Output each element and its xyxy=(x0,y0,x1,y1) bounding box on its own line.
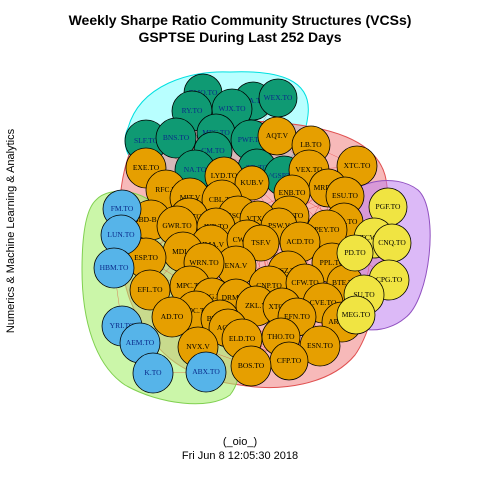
node-label: ZKL.V xyxy=(245,301,267,310)
node-label: ESU.TO xyxy=(332,191,358,200)
node-label: ENA.V xyxy=(225,261,248,270)
node-label: ELD.TO xyxy=(229,334,256,343)
node-cfp-to: CFP.TO xyxy=(269,341,309,381)
node-wex-to: WEX.TO xyxy=(258,78,298,118)
node-label: ENB.TO xyxy=(279,188,306,197)
node-label: WRN.TO xyxy=(189,258,219,267)
node-circle xyxy=(185,351,227,393)
node-label: BBD-B.TO xyxy=(134,215,169,224)
node-label: HBM.TO xyxy=(100,263,129,272)
node-kub-v: KUB.V xyxy=(234,165,270,201)
node-abx-to: ABX.TO xyxy=(185,351,227,393)
node-aqt-v: AQT.V xyxy=(257,116,297,156)
node-label: AD.TO xyxy=(161,312,184,321)
footer-timestamp: Fri Jun 8 12:05:30 2018 xyxy=(181,450,299,462)
node-label: CBL.TO xyxy=(209,195,236,204)
node-label: EXE.TO xyxy=(133,163,160,172)
node-label: PD.TO xyxy=(344,248,366,257)
node-label: PWF.TO xyxy=(238,135,265,144)
node-label: GDC.TO xyxy=(182,306,210,315)
node-pd-to: PD.TO xyxy=(336,234,374,272)
node-label: MPC.TO xyxy=(176,281,204,290)
node-label: PEY.TO xyxy=(315,225,341,234)
node-label: WEX.TO xyxy=(264,93,293,102)
node-label: GWR.TO xyxy=(162,221,192,230)
node-label: EFN.TO xyxy=(284,312,310,321)
node-label: NVX.V xyxy=(186,342,210,351)
node-label: MDI.V xyxy=(172,247,194,256)
node-label: AEM.TO xyxy=(126,338,155,347)
node-label: KUB.V xyxy=(240,178,264,187)
node-label: CM.TO xyxy=(201,146,225,155)
node-label: FM.TO xyxy=(111,204,134,213)
node-label: SSC.V xyxy=(228,211,249,220)
node-bns-to: BNS.TO xyxy=(155,117,197,159)
node-label: PGF.TO xyxy=(376,202,401,211)
node-circle xyxy=(155,117,197,159)
node-label: LB.TO xyxy=(300,140,322,149)
node-circle xyxy=(242,224,280,262)
node-label: CNQ.TO xyxy=(378,238,406,247)
node-circle xyxy=(93,247,135,289)
node-circle xyxy=(132,352,174,394)
node-label: ABX.TO xyxy=(192,367,220,376)
node-label: ^GSPTSE xyxy=(269,171,300,180)
node-label: PPL.TO xyxy=(320,258,345,267)
node-cnq-to: CNQ.TO xyxy=(372,223,412,263)
node-label: SLF.TO xyxy=(134,136,159,145)
node-label: LYD.TO xyxy=(211,171,238,180)
node-label: LUN.TO xyxy=(107,230,135,239)
footer-signature: (_oio_) xyxy=(222,436,258,448)
node-label: K.TO xyxy=(144,368,162,377)
node-label: THO.TO xyxy=(267,332,295,341)
node-label: ATA.TO xyxy=(240,96,266,105)
node-circle xyxy=(234,165,270,201)
node-label: PSW.V xyxy=(268,221,291,230)
node-label: ACD.TO xyxy=(286,237,314,246)
node-bos-to: BOS.TO xyxy=(230,345,272,387)
node-label: EFL.TO xyxy=(137,285,163,294)
node-label: NA.TO xyxy=(184,165,207,174)
node-ad-to: AD.TO xyxy=(151,296,193,338)
chart-title-line-1: Weekly Sharpe Ratio Community Structures… xyxy=(68,12,412,28)
node-label: XTC.TO xyxy=(344,161,371,170)
node-label: YRI.TO xyxy=(110,321,135,330)
node-label: VEX.TO xyxy=(295,165,323,174)
node-pgf-to: PGF.TO xyxy=(368,187,408,227)
node-label: CPG.TO xyxy=(376,275,403,284)
chart-title-line-2: GSPTSE During Last 252 Days xyxy=(138,29,342,45)
node-k-to: K.TO xyxy=(132,352,174,394)
node-label: CVE.TO xyxy=(310,298,337,307)
node-label: CFP.TO xyxy=(277,356,302,365)
node-label: VTX.V xyxy=(247,214,270,223)
node-label: BTE.TO xyxy=(332,278,358,287)
node-circle xyxy=(151,296,193,338)
node-label: ESN.TO xyxy=(307,341,333,350)
node-circle xyxy=(336,295,376,335)
node-circle xyxy=(336,234,374,272)
node-label: RY.TO xyxy=(182,106,203,115)
node-label: FSZ.TO xyxy=(276,266,301,275)
node-label: BOS.TO xyxy=(238,361,265,370)
node-circle xyxy=(230,345,272,387)
node-label: RFC.V xyxy=(155,185,177,194)
node-tsf-v: TSF.V xyxy=(242,224,280,262)
node-hbm-to: HBM.TO xyxy=(93,247,135,289)
node-label: WJX.TO xyxy=(218,104,246,113)
node-label: BMO.TO xyxy=(189,88,218,97)
node-label: TSF.V xyxy=(251,238,271,247)
node-label: SU.TO xyxy=(353,290,375,299)
node-meg-to: MEG.TO xyxy=(336,295,376,335)
node-label: CFW.TO xyxy=(291,278,319,287)
node-label: BNS.TO xyxy=(163,133,190,142)
node-label: AQT.V xyxy=(266,131,289,140)
node-esn-to: ESN.TO xyxy=(299,325,341,367)
node-label: DRM.TO xyxy=(222,293,251,302)
node-label: CNP.TO xyxy=(256,281,282,290)
node-label: MEG.TO xyxy=(342,310,371,319)
node-label: AKG.TO xyxy=(198,292,227,301)
node-label: ESP.TO xyxy=(134,253,158,262)
